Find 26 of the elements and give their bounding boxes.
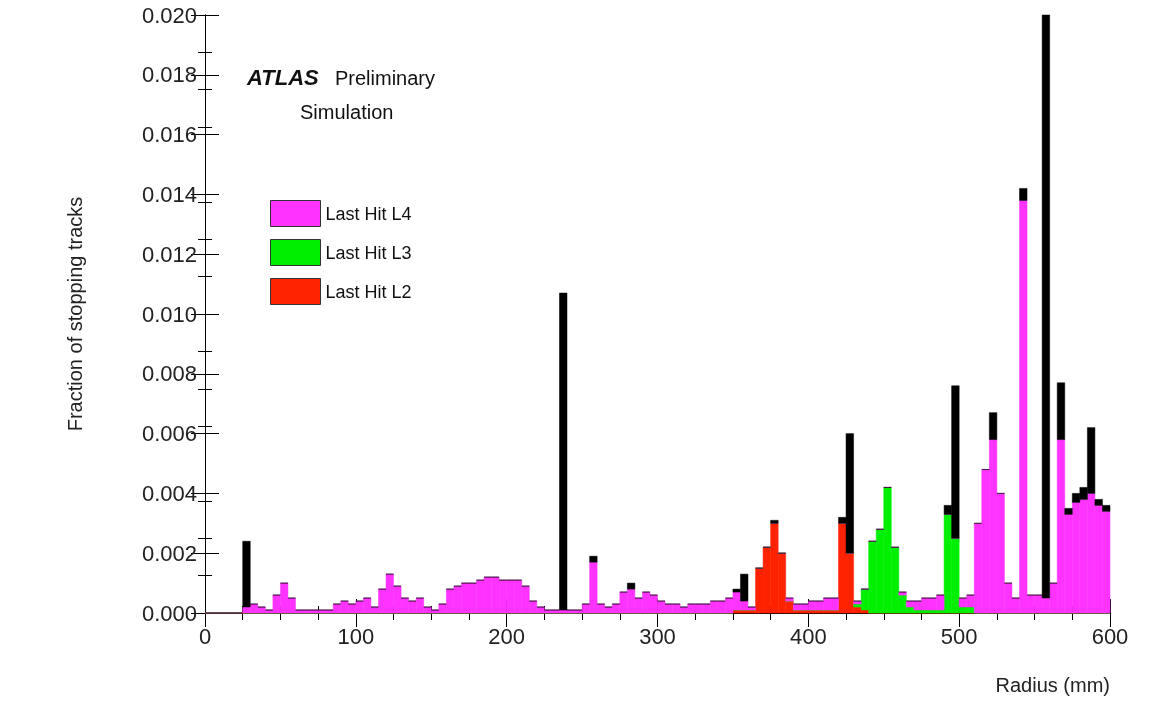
y-tick-label: 0.012 [141, 241, 197, 267]
x-tick-label: 400 [789, 623, 827, 649]
legend-label: Last Hit L2 [325, 281, 412, 302]
x-tick-label: 300 [639, 623, 676, 649]
x-tick-label: 500 [940, 623, 978, 649]
x-tick-label: 0 [198, 623, 212, 649]
y-tick-label: 0.016 [141, 122, 197, 148]
y-tick-label: 0.018 [141, 62, 197, 88]
y-axis-title: Fraction of stopping tracks [64, 196, 86, 432]
x-tick-label: 600 [1091, 623, 1129, 649]
y-tick-label: 0.002 [141, 540, 197, 566]
annotation: ATLAS [246, 64, 320, 90]
y-tick-label: 0.010 [141, 301, 197, 327]
legend-label: Last Hit L4 [325, 203, 412, 224]
y-tick-label: 0.006 [141, 421, 197, 447]
x-tick-label: 200 [488, 623, 526, 649]
legend-label: Last Hit L3 [325, 242, 412, 263]
y-tick-label: 0.004 [141, 480, 197, 506]
y-tick-label: 0.020 [141, 2, 197, 28]
x-tick-label: 100 [337, 623, 375, 649]
y-tick-label: 0.008 [141, 361, 197, 387]
annotation: Simulation [300, 101, 394, 123]
annotation: Preliminary [335, 67, 436, 89]
y-tick-label: 0.014 [141, 181, 197, 207]
y-tick-label: 0.000 [141, 600, 197, 626]
x-axis-title: Radius (mm) [995, 674, 1110, 696]
